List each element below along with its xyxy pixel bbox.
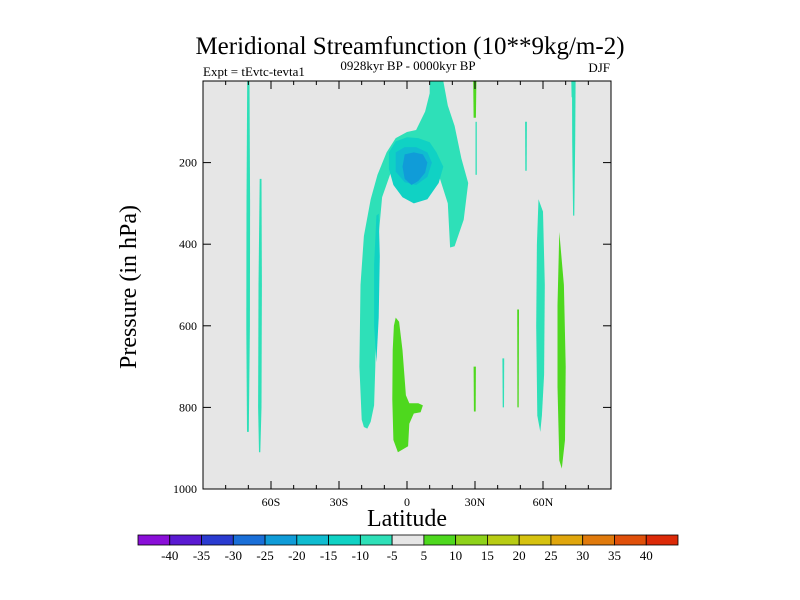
colorbar-swatch <box>264 534 298 546</box>
colorbar-swatch <box>169 534 202 546</box>
colorbar-swatch <box>614 534 647 546</box>
colorbar-swatch <box>201 534 234 546</box>
colorbar-label: -20 <box>288 548 305 563</box>
contour-region-10 <box>475 121 477 175</box>
colorbar-label: -40 <box>161 548 178 563</box>
colorbar-label: -5 <box>387 548 398 563</box>
subtitle-center: 0928kyr BP - 0000kyr BP <box>340 58 475 73</box>
colorbar-label: -25 <box>256 548 273 563</box>
colorbar-label: -10 <box>352 548 369 563</box>
colorbar-label: -15 <box>320 548 337 563</box>
colorbar-swatch <box>582 534 615 546</box>
colorbar-swatch <box>550 534 584 546</box>
contour-region-6 <box>402 152 428 185</box>
colorbar-swatch <box>232 534 266 546</box>
y-tick-label: 400 <box>179 237 197 251</box>
colorbar-label: 40 <box>640 548 653 563</box>
subtitle-right: DJF <box>588 60 610 75</box>
x-tick-label: 0 <box>404 495 410 509</box>
axis-ticks: 60S 30S 0 30N 60N 200 400 600 800 1000 <box>173 81 611 509</box>
y-tick-label: 200 <box>179 156 197 170</box>
x-tick-label: 60N <box>533 495 554 509</box>
contour-regions <box>246 81 576 469</box>
colorbar-swatch <box>296 534 329 546</box>
colorbar-label: 30 <box>576 548 589 563</box>
x-axis-label: Latitude <box>367 506 447 532</box>
colorbar-label: 20 <box>513 548 526 563</box>
contour-region-8 <box>473 81 477 118</box>
x-tick-label: 30S <box>330 495 349 509</box>
colorbar: -40 -35 -30 -25 -20 -15 -10 -5 5 10 15 20 25 30 35 40 <box>137 534 679 563</box>
contour-region-9 <box>473 366 476 412</box>
colorbar-label: 5 <box>421 548 428 563</box>
colorbar-swatch <box>455 534 488 546</box>
x-tick-label: 30N <box>465 495 486 509</box>
x-tick-label: 60S <box>262 495 281 509</box>
colorbar-swatch <box>645 534 679 546</box>
contour-region-0 <box>246 81 251 432</box>
contour-region-7 <box>392 317 423 453</box>
colorbar-swatch <box>518 534 552 546</box>
y-axis-label: Pressure (in hPa) <box>116 205 142 369</box>
colorbar-label: -35 <box>193 548 210 563</box>
colorbar-label: -30 <box>225 548 242 563</box>
contour-region-17 <box>571 81 574 98</box>
contour-region-13 <box>517 309 519 408</box>
contour-region-4 <box>374 213 380 363</box>
colorbar-label: 25 <box>544 548 557 563</box>
contour-region-15 <box>557 232 566 469</box>
colorbar-swatch <box>487 534 520 546</box>
colorbar-swatch <box>423 534 457 546</box>
colorbar-label: 35 <box>608 548 621 563</box>
y-tick-label: 1000 <box>173 482 197 496</box>
chart-title: Meridional Streamfunction (10**9kg/m-2) <box>195 33 624 60</box>
contour-region-14 <box>536 199 545 432</box>
y-tick-label: 800 <box>179 400 197 414</box>
colorbar-swatch <box>359 534 393 546</box>
colorbar-label: 15 <box>481 548 494 563</box>
colorbar-swatch <box>137 534 171 546</box>
contour-region-16 <box>572 81 576 216</box>
contour-region-12 <box>502 358 505 408</box>
contour-region-1 <box>258 178 262 453</box>
colorbar-swatch <box>391 534 425 546</box>
colorbar-label: 10 <box>449 548 462 563</box>
y-tick-label: 600 <box>179 319 197 333</box>
contour-region-11 <box>525 121 527 171</box>
subtitle-left: Expt = tEvtc-tevta1 <box>203 64 305 79</box>
colorbar-swatch <box>328 534 361 546</box>
